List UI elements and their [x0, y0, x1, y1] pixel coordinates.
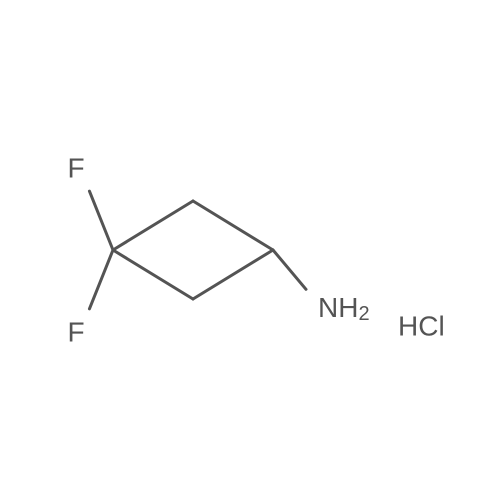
bond-layer: [89, 191, 306, 309]
fluorine-bottom-icon: F: [67, 317, 84, 348]
bond-c-n: [273, 250, 306, 289]
bond-c-f-top: [89, 191, 113, 250]
fluorine-top-icon: F: [67, 153, 84, 184]
counterion-hcl: HCl: [398, 311, 445, 342]
chemical-structure-diagram: F F NH2 HCl: [0, 0, 500, 500]
bond-ring-left-top: [113, 201, 193, 250]
amine-group-icon: NH2: [318, 292, 370, 326]
bond-ring-bottom-left: [113, 250, 193, 299]
bond-c-f-bottom: [89, 250, 113, 309]
bond-ring-top-right: [193, 201, 273, 250]
label-layer: F F NH2 HCl: [67, 153, 444, 348]
bond-ring-right-bottom: [193, 250, 273, 299]
